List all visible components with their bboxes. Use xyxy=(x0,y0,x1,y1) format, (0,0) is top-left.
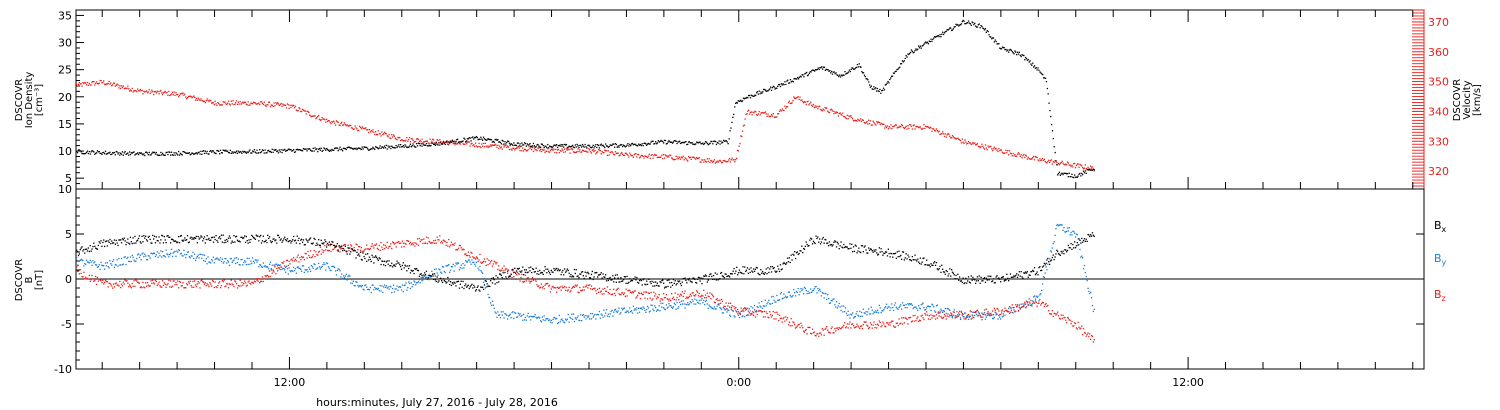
x-tick-label: 12:00 xyxy=(1172,376,1204,389)
density-axis-label-line: [cm⁻³] xyxy=(34,84,45,116)
density-axis-label-line: Ion Density xyxy=(24,72,35,129)
velocity-tick-label: 320 xyxy=(1428,165,1449,178)
legend-bx: Bx xyxy=(1434,219,1447,234)
field-tick-label: -5 xyxy=(61,318,72,331)
density-tick-label: 25 xyxy=(58,64,72,77)
time-axis: 12:00 0:00 12:00 xyxy=(101,10,1414,389)
legend-sub: z xyxy=(1442,294,1446,303)
density-tick-label: 35 xyxy=(58,9,72,22)
velocity-axis-label-line: Velocity xyxy=(1462,80,1473,119)
field-tick-label: -10 xyxy=(54,363,72,376)
velocity-tick-label: 360 xyxy=(1428,46,1449,59)
velocity-tick-label: 340 xyxy=(1428,105,1449,118)
x-tick-label: 0:00 xyxy=(726,376,751,389)
field-tick-label: 0 xyxy=(65,273,72,286)
velocity-tick-label: 350 xyxy=(1428,76,1449,89)
density-tick-label: 20 xyxy=(58,91,72,104)
field-axis-label: DSCOVR B [nT] xyxy=(14,259,45,302)
velocity-series xyxy=(76,79,1095,172)
field-axis-label-line: B xyxy=(24,276,35,283)
velocity-axis-label-line: DSCOVR xyxy=(1452,79,1463,122)
density-tick-label: 15 xyxy=(58,118,72,131)
velocity-tick-label: 370 xyxy=(1428,16,1449,29)
density-tick-label: 5 xyxy=(65,172,72,185)
legend-sub: x xyxy=(1442,225,1447,234)
bx-series xyxy=(76,232,1095,292)
x-tick-label: 12:00 xyxy=(274,376,306,389)
field-tick-label: 5 xyxy=(65,228,72,241)
legend-by: By xyxy=(1434,252,1447,267)
velocity-axis-label: DSCOVR Velocity [km/s] xyxy=(1452,79,1483,122)
legend-bz: Bz xyxy=(1434,288,1446,303)
bz-series xyxy=(76,235,1095,343)
density-tick-label: 30 xyxy=(58,37,72,50)
density-frame xyxy=(75,9,1425,190)
legend-sub: y xyxy=(1442,258,1447,267)
field-axis-label-line: DSCOVR xyxy=(14,259,25,302)
density-axis-label: DSCOVR Ion Density [cm⁻³] xyxy=(14,72,45,129)
x-axis-label: hours:minutes, July 27, 2016 - July 28, … xyxy=(316,396,558,409)
field-tick-label: 10 xyxy=(58,183,72,196)
velocity-axis-label-line: [km/s] xyxy=(1472,84,1483,116)
velocity-tick-label: 330 xyxy=(1428,135,1449,148)
density-series xyxy=(76,19,1095,179)
density-tick-label: 10 xyxy=(58,145,72,158)
density-axis-label-line: DSCOVR xyxy=(14,79,25,122)
field-axis-label-line: [nT] xyxy=(34,270,45,290)
by-series xyxy=(76,223,1095,325)
